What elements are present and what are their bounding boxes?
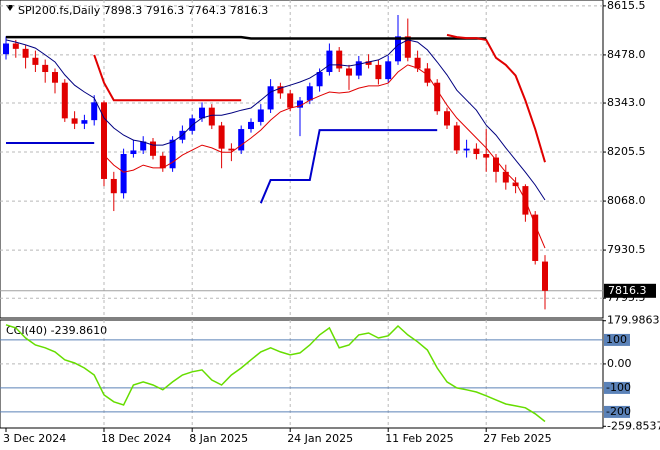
cci-title: CCI(40) -239.8610 [6, 324, 107, 337]
candle-body [101, 102, 107, 179]
candle-body [208, 107, 215, 126]
candle-body [169, 139, 176, 169]
candle-body [453, 125, 460, 151]
candle-body [218, 125, 225, 149]
candle-body [199, 107, 205, 119]
y-tick-label: 7930.5 [607, 243, 646, 256]
x-tick-label: 3 Dec 2024 [3, 432, 66, 445]
level-label-box [604, 405, 630, 418]
candle-body [130, 150, 137, 155]
y-tick-label: 8343.0 [607, 96, 646, 109]
last-price-box [604, 283, 656, 298]
x-tick-label: 18 Dec 2024 [101, 432, 171, 445]
candle-body [346, 68, 352, 76]
candle-body [483, 154, 490, 158]
candle-body [3, 43, 9, 55]
candle-body [385, 61, 392, 80]
candle-body [248, 121, 254, 130]
candle-body [32, 57, 39, 65]
candle-body [91, 102, 98, 121]
candle-body [395, 36, 401, 62]
candle-body [228, 148, 235, 151]
main-frame [0, 0, 604, 319]
candle-body [238, 129, 245, 151]
candle-body [297, 100, 303, 108]
candle-body [267, 86, 274, 110]
candle-body [81, 120, 88, 124]
candle-body [444, 111, 450, 126]
candle-body [61, 82, 68, 119]
candle-body [150, 141, 156, 156]
collapse-icon [6, 5, 14, 11]
indicator-line [5, 324, 546, 423]
candle-body [277, 86, 284, 94]
candle-body [120, 154, 127, 194]
candle-body [542, 261, 548, 291]
level-label-box [604, 381, 630, 394]
candle-body [404, 36, 411, 58]
candle-body [414, 57, 421, 69]
indicator-line [93, 33, 546, 163]
candle-body [473, 148, 480, 155]
last-price-label: 7816.3 [608, 284, 647, 297]
candle-body [375, 64, 382, 80]
y-tick-label: -259.8537 [607, 419, 660, 432]
candle-body [365, 61, 372, 65]
y-tick-label: 8068.0 [607, 194, 646, 207]
level-label-box [604, 333, 630, 346]
cci-frame [0, 319, 604, 429]
candle-body [12, 43, 19, 49]
candle-body [257, 109, 264, 122]
candle-body [306, 86, 313, 101]
candle-body [493, 157, 499, 172]
candle-body [287, 93, 294, 108]
y-tick-label: 8478.0 [607, 48, 646, 61]
x-tick-label: 8 Jan 2025 [189, 432, 248, 445]
chart-title: SPI200.fs,Daily 7898.3 7916.3 7764.3 781… [18, 4, 268, 17]
x-tick-label: 24 Jan 2025 [287, 432, 353, 445]
x-tick-label: 11 Feb 2025 [385, 432, 453, 445]
indicator-line [6, 129, 438, 204]
candle-body [316, 72, 323, 87]
y-tick-label: 8615.5 [607, 0, 646, 12]
x-tick-label: 27 Feb 2025 [483, 432, 551, 445]
candle-body [326, 50, 333, 73]
level-label: -100 [606, 381, 631, 394]
candle-body [336, 50, 343, 69]
y-tick-label: 0.00 [607, 357, 632, 370]
candle-body [463, 148, 470, 151]
candle-body [22, 48, 29, 58]
y-tick-label: 8205.5 [607, 145, 646, 158]
indicator-line [103, 64, 546, 249]
candle-body [434, 82, 441, 112]
level-label: -200 [606, 405, 631, 418]
candle-body [52, 72, 58, 83]
candle-body [502, 171, 509, 183]
candle-body [159, 155, 166, 169]
candle-body [532, 214, 539, 261]
candle-body [110, 178, 117, 194]
candle-body [140, 141, 147, 151]
candle-body [71, 118, 78, 124]
y-tick-label: 179.9863 [607, 314, 660, 327]
indicator-line [6, 35, 487, 40]
candle-body [355, 61, 362, 76]
indicator-line [5, 39, 546, 201]
level-label: 100 [606, 333, 627, 346]
candle-body [512, 182, 519, 187]
candle-body [42, 64, 49, 73]
